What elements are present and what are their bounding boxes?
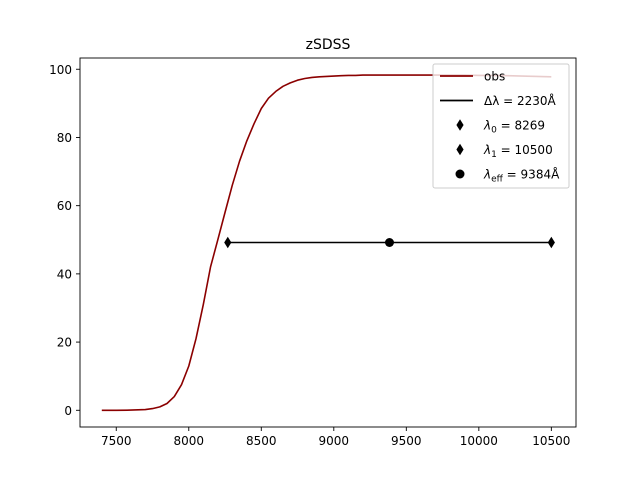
- legend-box: [432, 63, 570, 189]
- marker-lambda0: [224, 236, 232, 249]
- legend-label: λ1 = 10500: [483, 143, 553, 160]
- x-tick-label: 7500: [101, 434, 132, 448]
- marker-lambda-eff: [384, 238, 394, 247]
- y-tick-label: 20: [57, 336, 72, 350]
- marker-lambda1: [547, 236, 555, 249]
- y-tick-label: 60: [57, 199, 72, 213]
- x-tick-label: 8500: [246, 434, 277, 448]
- legend-label: obs: [484, 70, 505, 84]
- x-tick-label: 8000: [173, 434, 204, 448]
- legend-label: λeff = 9384Å: [483, 167, 560, 185]
- legend-label: λ0 = 8269: [483, 119, 545, 136]
- y-tick-label: 80: [57, 131, 72, 145]
- x-tick-label: 10500: [532, 434, 570, 448]
- y-tick-label: 100: [49, 63, 72, 77]
- x-tick-label: 9000: [319, 434, 350, 448]
- x-axis: 7500 8000 8500 9000 9500 10000 10500: [101, 427, 570, 448]
- y-axis: 0 20 40 60 80 100: [49, 63, 80, 418]
- legend-label: Δλ = 2230Å: [484, 93, 557, 108]
- legend-key-marker: [456, 119, 464, 131]
- legend-key-marker: [455, 169, 465, 179]
- x-tick-label: 10000: [460, 434, 498, 448]
- legend: obs Δλ = 2230Å λ0 = 8269 λ1 = 10500 λeff = 9…: [432, 63, 570, 189]
- axes-frame: [79, 57, 577, 428]
- y-tick-label: 0: [64, 404, 72, 418]
- y-tick-label: 40: [57, 267, 72, 281]
- x-tick-label: 9500: [391, 434, 422, 448]
- legend-key-marker: [456, 143, 464, 156]
- chart-title: zSDSS: [306, 37, 351, 53]
